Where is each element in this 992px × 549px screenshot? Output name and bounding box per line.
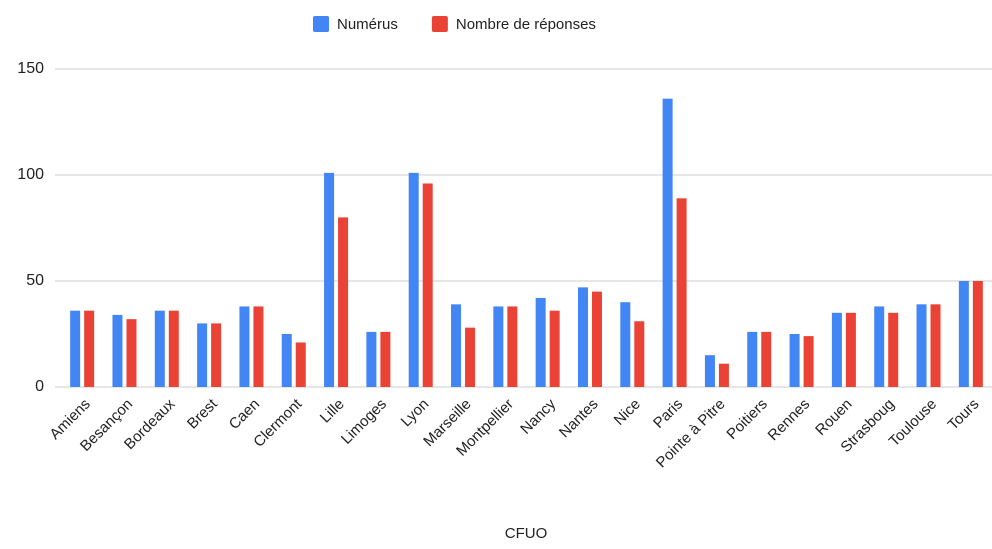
bar (704, 355, 715, 387)
bar (888, 312, 899, 387)
bar (761, 331, 772, 387)
bar (211, 323, 222, 387)
bar (620, 302, 631, 387)
bar (408, 172, 419, 387)
y-tick-label: 0 (35, 378, 44, 395)
bar (803, 336, 814, 387)
bar (676, 198, 687, 387)
x-tick-label: Poitiers (723, 396, 770, 443)
bar (845, 312, 856, 387)
bar (972, 281, 983, 387)
x-tick-label: Limoges (338, 396, 390, 448)
bar (324, 172, 335, 387)
bar (916, 304, 927, 387)
x-tick-label: Caen (226, 396, 263, 433)
bar (84, 310, 95, 387)
bar (126, 319, 137, 387)
x-tick-label: Nancy (517, 395, 559, 437)
bar (168, 310, 179, 387)
bar (465, 327, 476, 387)
bar (422, 183, 433, 387)
bar (831, 312, 842, 387)
bar (154, 310, 165, 387)
bar (380, 331, 391, 387)
bar (718, 363, 729, 387)
bar (634, 321, 645, 387)
bar (451, 304, 462, 387)
bar (493, 306, 504, 387)
x-tick-label: Nice (611, 396, 644, 429)
bar (577, 287, 588, 387)
x-tick-label: Rennes (765, 396, 814, 445)
x-tick-label: Paris (650, 396, 686, 432)
bar (535, 297, 546, 387)
x-tick-label: Lille (317, 396, 348, 427)
bar (239, 306, 250, 387)
bar (549, 310, 560, 387)
bar (930, 304, 941, 387)
bar (958, 281, 969, 387)
bar (112, 314, 123, 387)
legend-label: Numérus (337, 16, 398, 33)
bar (747, 331, 758, 387)
y-tick-label: 50 (26, 272, 44, 289)
bar (591, 291, 602, 387)
bar (662, 98, 673, 388)
x-tick-label: Tours (945, 396, 983, 434)
legend-label: Nombre de réponses (456, 16, 596, 33)
bar (295, 342, 306, 387)
y-tick-label: 100 (17, 166, 44, 183)
bar (281, 334, 292, 387)
legend-swatch (431, 16, 448, 32)
x-tick-label: Nantes (556, 396, 602, 442)
x-axis-title: CFUO (505, 525, 548, 542)
bar (874, 306, 885, 387)
x-tick-label: Brest (184, 395, 221, 432)
y-tick-label: 150 (17, 60, 44, 77)
bar (338, 217, 349, 387)
bar (507, 306, 518, 387)
x-tick-label: Lyon (398, 396, 433, 431)
bar (70, 310, 81, 387)
bar (253, 306, 264, 387)
bar (789, 334, 800, 387)
bar (366, 331, 377, 387)
legend-swatch (313, 16, 329, 32)
bar (197, 323, 208, 387)
